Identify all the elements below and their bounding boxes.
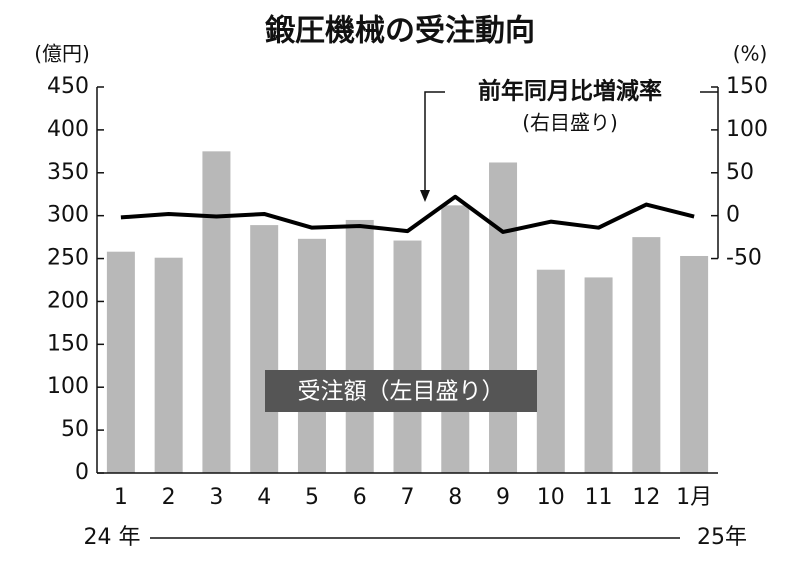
year-label: 24 年 [84, 525, 141, 550]
x-tick-label: 7 [401, 485, 415, 510]
y2-tick-label: -50 [726, 246, 762, 271]
y-tick-label: 0 [75, 460, 89, 485]
x-tick-label: 9 [496, 485, 510, 510]
bar [297, 238, 326, 473]
year-label: 25年 [697, 525, 747, 550]
bar [632, 237, 661, 473]
x-tick-label: 6 [353, 485, 367, 510]
bar [106, 251, 135, 473]
bar [441, 205, 470, 473]
chart-title: 鍛圧機械の受注動向 [265, 14, 535, 49]
y2-tick-label: 0 [726, 203, 740, 228]
y-tick-label: 250 [47, 246, 89, 271]
line-series-label: 前年同月比増減率 [478, 78, 662, 105]
y-tick-label: 400 [47, 117, 89, 142]
bar [250, 225, 279, 473]
bar [584, 277, 613, 473]
y-tick-label: 200 [47, 288, 89, 313]
x-tick-label: 2 [162, 485, 176, 510]
bar [202, 151, 231, 474]
x-tick-label: 12 [632, 485, 660, 510]
arrow-head [420, 190, 430, 202]
x-tick-label: 1月 [676, 485, 712, 510]
plot: 0 50 100 150 200 250 300 350 400 450 -50 0 50 100 150 1… [47, 74, 768, 510]
x-tick-label: 11 [585, 485, 613, 510]
line-note: (右目盛り) [522, 111, 618, 135]
annotation-arrow [424, 91, 445, 198]
x-tick-label: 1 [114, 485, 128, 510]
y-tick-label: 50 [61, 417, 89, 442]
y2-tick-label: 100 [726, 117, 768, 142]
bar [393, 240, 422, 473]
y2-axis-unit: (%) [733, 42, 768, 66]
x-tick-label: 8 [448, 485, 462, 510]
x-tick-label: 3 [209, 485, 223, 510]
y-tick-label: 450 [47, 74, 89, 99]
x-tick-label: 10 [537, 485, 565, 510]
y-tick-label: 350 [47, 160, 89, 185]
bar [345, 219, 374, 473]
line-series [120, 194, 695, 234]
bar [154, 257, 183, 473]
bar-label-box [265, 370, 537, 412]
bar [680, 255, 709, 473]
bar [536, 269, 565, 473]
y-axis-unit: (億円) [34, 42, 90, 66]
bar [489, 162, 518, 474]
y-tick-label: 300 [47, 203, 89, 228]
y2-tick-label: 50 [726, 160, 754, 185]
x-tick-label: 4 [257, 485, 271, 510]
y2-tick-label: 150 [726, 74, 768, 99]
y-tick-label: 150 [47, 331, 89, 356]
x-tick-label: 5 [305, 485, 319, 510]
y-tick-label: 100 [47, 374, 89, 399]
bar-series-label: 受注額（左目盛り） [298, 379, 505, 405]
